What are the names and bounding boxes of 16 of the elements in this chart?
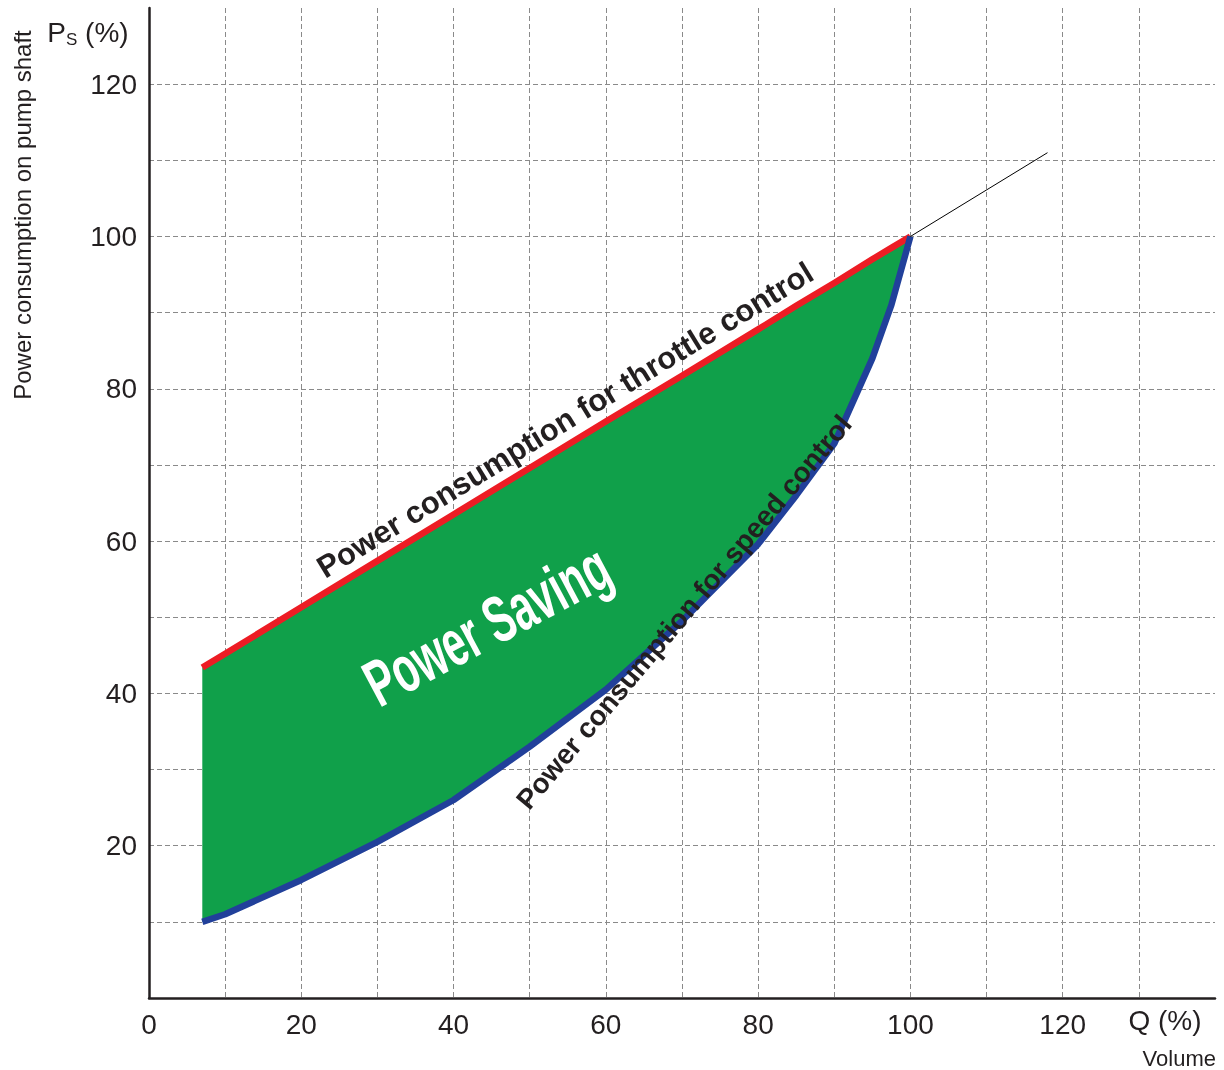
- y-tick-label: 120: [90, 68, 137, 100]
- text: Q (%): [1128, 1004, 1202, 1036]
- x-tick-label: 0: [141, 1008, 157, 1040]
- x-tick-label: 20: [285, 1008, 317, 1040]
- y-tick-label: 60: [105, 525, 137, 557]
- y-tick-label: 100: [90, 220, 137, 252]
- y-tick-label: 40: [105, 677, 137, 709]
- y-tick-label: 20: [105, 830, 137, 862]
- y-axis-title: Power consumption on pump shaft: [8, 29, 36, 400]
- x-tick-label: 40: [437, 1008, 470, 1040]
- y-tick-label: 80: [105, 373, 137, 405]
- x-tick-label: 120: [1039, 1008, 1087, 1040]
- x-tick-label: 100: [887, 1008, 934, 1040]
- x-axis-title: Volume: [1142, 1045, 1216, 1070]
- x-tick-label: 80: [742, 1008, 774, 1040]
- x-tick-label: 60: [590, 1008, 622, 1040]
